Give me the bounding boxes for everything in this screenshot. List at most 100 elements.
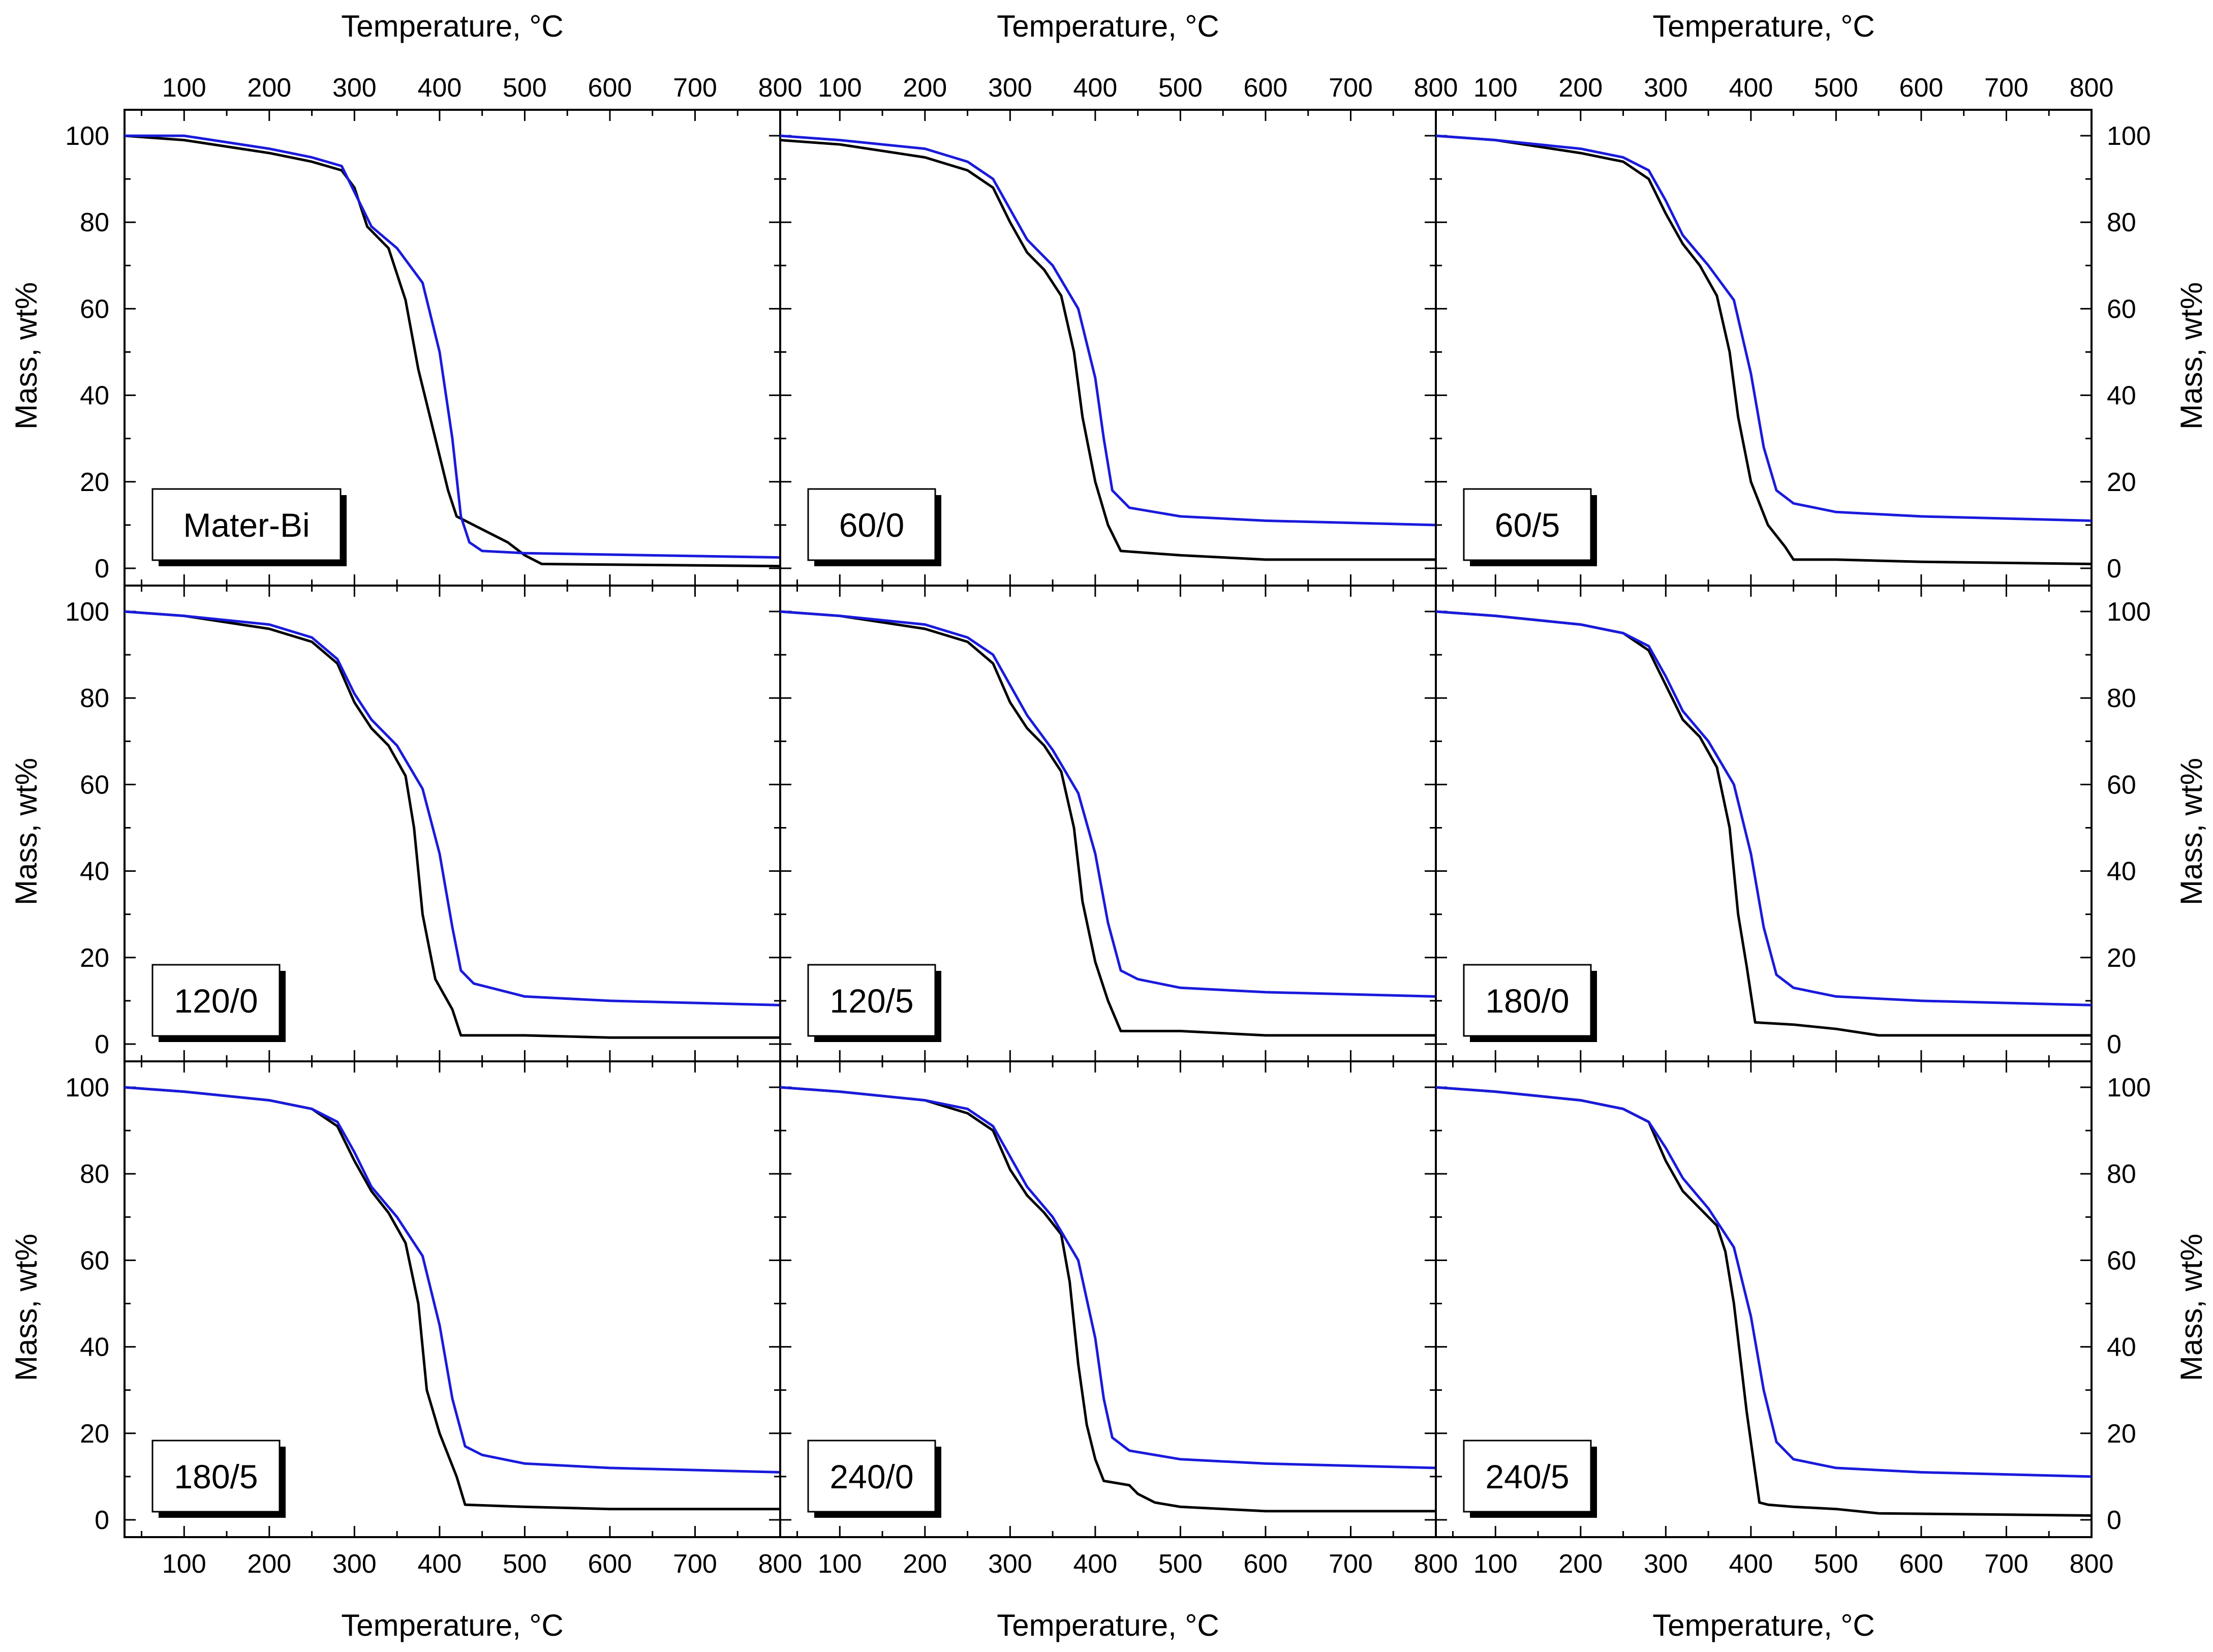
series-line-blue bbox=[780, 134, 1436, 527]
x-tick-label: 100 bbox=[1473, 73, 1518, 103]
series-line-black bbox=[780, 1086, 1436, 1513]
y-tick-label: 0 bbox=[2107, 554, 2122, 584]
panel-6: 0 20 40 60 80 100 180/0 bbox=[1435, 585, 2151, 1062]
x-tick-label: 500 bbox=[1158, 1549, 1203, 1579]
panel-label: 240/0 bbox=[829, 1458, 913, 1495]
x-tick-label: 500 bbox=[1814, 1549, 1858, 1579]
series-line-blue bbox=[780, 610, 1436, 998]
x-tick-label: 300 bbox=[332, 1549, 377, 1579]
series-line-blue bbox=[125, 1086, 780, 1474]
x-tick-label: 200 bbox=[903, 1549, 947, 1579]
y-tick-label: 0 bbox=[2107, 1030, 2122, 1059]
series-line-black bbox=[780, 139, 1436, 561]
x-tick-label: 400 bbox=[1729, 73, 1773, 103]
y-tick-label: 100 bbox=[65, 597, 109, 627]
x-tick-label: 800 bbox=[2070, 1549, 2114, 1579]
y-tick-label: 80 bbox=[80, 1159, 109, 1189]
series-line-black bbox=[1436, 134, 2092, 565]
y-tick-label: 0 bbox=[2107, 1506, 2122, 1535]
y-tick-label: 0 bbox=[95, 1030, 109, 1059]
right-y-axis-title-row-1: Mass, wt% bbox=[2174, 282, 2208, 430]
panel-frame bbox=[1435, 1060, 2093, 1538]
top-x-axis-title-col-2: Temperature, °C bbox=[997, 9, 1219, 43]
right-y-axis-title-row-3: Mass, wt% bbox=[2174, 1234, 2208, 1381]
x-tick-label: 400 bbox=[417, 73, 462, 103]
x-tick-label: 500 bbox=[503, 73, 547, 103]
top-x-axis-title-col-1: Temperature, °C bbox=[341, 9, 564, 43]
x-tick-label: 400 bbox=[1073, 73, 1117, 103]
x-tick-label: 800 bbox=[1414, 1549, 1458, 1579]
x-tick-label: 200 bbox=[1558, 1549, 1603, 1579]
x-tick-label: 600 bbox=[1899, 73, 1944, 103]
series-line-black bbox=[780, 610, 1436, 1037]
panel-5: 120/5 bbox=[779, 585, 1437, 1062]
series-line-blue bbox=[125, 610, 780, 1006]
panel-label: 180/0 bbox=[1485, 982, 1569, 1020]
x-tick-label: 300 bbox=[988, 1549, 1032, 1579]
label-box bbox=[151, 1440, 281, 1513]
x-tick-label: 300 bbox=[1644, 1549, 1688, 1579]
x-tick-label: 300 bbox=[332, 73, 377, 103]
y-tick-label: 40 bbox=[2107, 1333, 2136, 1362]
x-tick-label: 400 bbox=[1073, 1549, 1117, 1579]
bottom-x-axis-title-col-1: Temperature, °C bbox=[341, 1608, 564, 1642]
x-tick-label: 500 bbox=[503, 1549, 547, 1579]
panel-9: 100 200 300 400 500 600 700 800 0 20 40 60 80 100 240/… bbox=[1435, 1060, 2151, 1579]
x-tick-label: 700 bbox=[1329, 1549, 1373, 1579]
label-box bbox=[1463, 488, 1592, 561]
x-tick-label: 300 bbox=[988, 73, 1032, 103]
x-tick-label: 200 bbox=[1558, 73, 1603, 103]
panel-label: 180/5 bbox=[174, 1458, 258, 1495]
series-line-black bbox=[125, 610, 780, 1039]
panel-label: 60/0 bbox=[839, 506, 904, 544]
y-tick-label: 60 bbox=[80, 1246, 109, 1275]
x-tick-label: 200 bbox=[903, 73, 947, 103]
x-tick-label: 800 bbox=[758, 73, 803, 103]
y-tick-label: 100 bbox=[2107, 121, 2151, 151]
bottom-x-axis-title-col-2: Temperature, °C bbox=[997, 1608, 1219, 1642]
x-tick-label: 700 bbox=[1984, 1549, 2028, 1579]
y-tick-label: 100 bbox=[65, 121, 109, 151]
y-tick-label: 20 bbox=[80, 943, 109, 973]
x-tick-label: 600 bbox=[588, 1549, 632, 1579]
series-line-blue bbox=[1436, 1086, 2092, 1478]
series-line-blue bbox=[125, 134, 780, 559]
y-tick-label: 20 bbox=[2107, 1419, 2136, 1449]
y-tick-label: 40 bbox=[80, 1333, 109, 1362]
x-tick-label: 700 bbox=[1329, 73, 1373, 103]
x-tick-label: 400 bbox=[417, 1549, 462, 1579]
x-tick-label: 600 bbox=[588, 73, 632, 103]
x-tick-label: 700 bbox=[1984, 73, 2028, 103]
label-box bbox=[807, 964, 936, 1037]
y-tick-label: 60 bbox=[80, 294, 109, 324]
y-tick-label: 100 bbox=[2107, 1073, 2151, 1103]
x-tick-label: 100 bbox=[818, 73, 862, 103]
series-line-blue bbox=[780, 1086, 1436, 1470]
y-tick-label: 0 bbox=[95, 554, 109, 584]
panel-1: 100 200 300 400 500 600 700 800 0 20 40 60 80 100 Mate… bbox=[65, 73, 803, 587]
x-tick-label: 100 bbox=[162, 1549, 206, 1579]
x-tick-label: 600 bbox=[1899, 1549, 1944, 1579]
x-tick-label: 200 bbox=[247, 73, 291, 103]
panel-label: 120/5 bbox=[829, 982, 913, 1020]
x-tick-label: 500 bbox=[1814, 73, 1858, 103]
y-tick-label: 100 bbox=[2107, 597, 2151, 627]
x-tick-label: 100 bbox=[818, 1549, 862, 1579]
y-tick-label: 20 bbox=[2107, 468, 2136, 497]
label-box bbox=[151, 488, 342, 561]
label-box bbox=[151, 964, 281, 1037]
y-tick-label: 80 bbox=[80, 684, 109, 713]
y-tick-label: 20 bbox=[2107, 943, 2136, 973]
y-tick-label: 80 bbox=[2107, 684, 2136, 713]
x-tick-label: 700 bbox=[673, 73, 717, 103]
x-tick-label: 400 bbox=[1729, 1549, 1773, 1579]
series-line-blue bbox=[1436, 134, 2092, 522]
x-tick-label: 600 bbox=[1244, 1549, 1288, 1579]
y-tick-label: 40 bbox=[2107, 857, 2136, 886]
label-box bbox=[807, 488, 936, 561]
panel-3: 100 200 300 400 500 600 700 800 0 20 40 60 80 100 60/5 bbox=[1435, 73, 2151, 587]
panel-7: 100 200 300 400 500 600 700 800 0 20 40 60 80 100 180/… bbox=[65, 1060, 802, 1579]
panel-4: 0 20 40 60 80 100 120/0 bbox=[65, 585, 781, 1062]
top-x-axis-title-col-3: Temperature, °C bbox=[1652, 9, 1875, 43]
y-tick-label: 60 bbox=[2107, 770, 2136, 800]
